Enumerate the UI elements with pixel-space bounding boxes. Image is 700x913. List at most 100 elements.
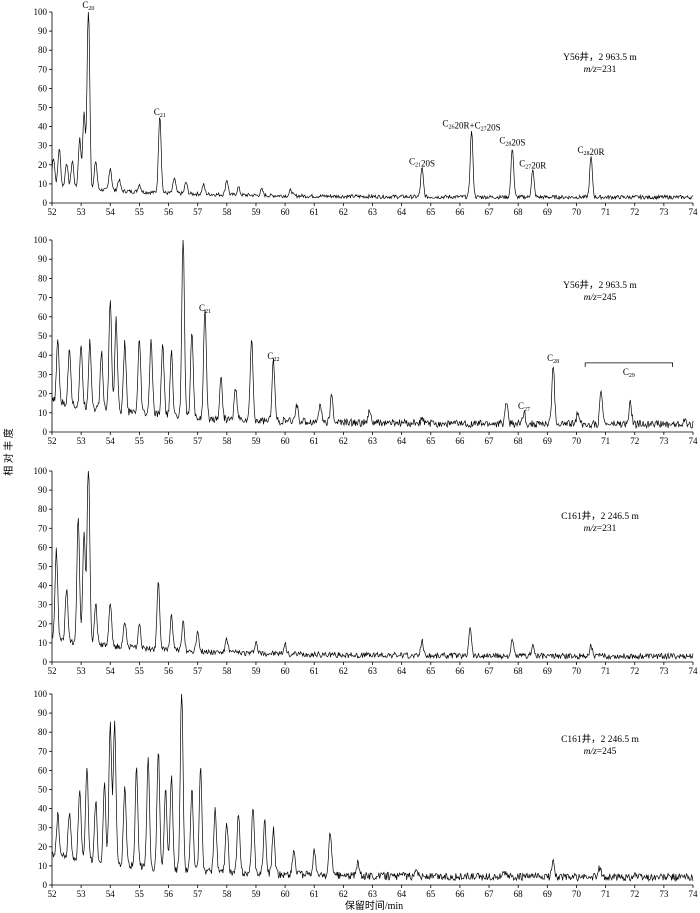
y-tick-label: 70 — [38, 746, 48, 756]
sample-info: C161井，2 246.5 m — [561, 510, 639, 522]
x-tick-label: 72 — [630, 666, 639, 676]
y-tick-label: 10 — [38, 861, 48, 871]
x-tick-label: 67 — [485, 436, 495, 446]
y-tick-label: 50 — [38, 331, 48, 341]
y-tick-label: 10 — [38, 179, 48, 189]
y-tick-label: 30 — [38, 823, 48, 833]
x-tick-label: 71 — [601, 666, 610, 676]
y-tick-label: 80 — [38, 273, 48, 283]
x-tick-label: 55 — [135, 436, 145, 446]
peak-label-0-3: C2620R+C2720S — [442, 118, 500, 132]
y-tick-label: 50 — [38, 785, 48, 795]
x-tick-label: 60 — [281, 889, 291, 899]
x-tick-label: 63 — [368, 889, 378, 899]
y-tick-label: 30 — [38, 369, 48, 379]
x-tick-label: 52 — [48, 889, 57, 899]
x-tick-label: 63 — [368, 436, 378, 446]
mz-info: m/z=245 — [584, 293, 617, 303]
x-tick-label: 68 — [514, 436, 524, 446]
x-tick-label: 60 — [281, 207, 291, 217]
x-tick-label: 69 — [543, 436, 553, 446]
x-tick-label: 61 — [310, 666, 319, 676]
x-tick-label: 61 — [310, 436, 319, 446]
x-tick-label: 58 — [222, 207, 232, 217]
x-tick-label: 73 — [659, 207, 669, 217]
c29-bracket — [584, 362, 674, 367]
x-tick-label: 62 — [339, 666, 348, 676]
x-tick-label: 70 — [572, 889, 582, 899]
chart-panel-1: 0 10 20 30 40 50 60 70 80 90 100 52 53 54 55 56 57 58 59 60… — [34, 0, 699, 217]
x-tick-label: 66 — [455, 889, 465, 899]
x-tick-label: 72 — [630, 207, 639, 217]
peak-label-0-5: C2720R — [519, 159, 546, 171]
x-tick-label: 53 — [77, 207, 87, 217]
x-tick-label: 69 — [543, 889, 553, 899]
sample-info: Y56井，2 963.5 m — [563, 279, 637, 291]
x-tick-label: 74 — [689, 889, 699, 899]
y-tick-label: 0 — [43, 880, 48, 890]
x-tick-label: 59 — [251, 666, 261, 676]
y-tick-label: 40 — [38, 122, 48, 132]
x-tick-label: 60 — [281, 666, 291, 676]
sample-info: Y56井，2 963.5 m — [563, 51, 637, 63]
x-tick-label: 62 — [339, 207, 348, 217]
y-tick-label: 30 — [38, 141, 48, 151]
y-tick-label: 60 — [38, 83, 48, 93]
y-tick-label: 80 — [38, 504, 48, 514]
x-tick-label: 59 — [251, 436, 261, 446]
x-tick-label: 70 — [572, 207, 582, 217]
x-tick-label: 65 — [426, 436, 436, 446]
x-tick-label: 66 — [455, 207, 465, 217]
x-tick-label: 57 — [193, 436, 203, 446]
y-tick-label: 90 — [38, 485, 48, 495]
x-tick-label: 73 — [659, 666, 669, 676]
chart-panel-4: 0 10 20 30 40 50 60 70 80 90 100 52 53 54 55 56 57 58 59 60… — [34, 689, 699, 899]
x-axis-title: 保留时间/min — [345, 899, 403, 912]
x-tick-label: 53 — [77, 436, 87, 446]
x-tick-label: 71 — [601, 207, 610, 217]
x-tick-label: 74 — [689, 436, 699, 446]
x-tick-label: 69 — [543, 666, 553, 676]
peak-label-0-2: C2120S — [409, 157, 435, 169]
x-tick-label: 54 — [106, 436, 116, 446]
x-tick-label: 72 — [630, 889, 639, 899]
x-tick-label: 74 — [689, 207, 699, 217]
x-tick-label: 56 — [164, 207, 174, 217]
x-tick-label: 65 — [426, 207, 436, 217]
chart-panel-3: 0 10 20 30 40 50 60 70 80 90 100 52 53 54 55 56 57 58 59 60… — [34, 466, 699, 676]
y-tick-label: 0 — [43, 198, 48, 208]
y-tick-label: 100 — [34, 466, 48, 476]
y-tick-label: 90 — [38, 254, 48, 264]
x-tick-label: 60 — [281, 436, 291, 446]
y-tick-label: 80 — [38, 727, 48, 737]
y-tick-label: 50 — [38, 103, 48, 113]
x-tick-label: 63 — [368, 207, 378, 217]
y-tick-label: 100 — [34, 7, 48, 17]
x-tick-label: 52 — [48, 666, 57, 676]
x-tick-label: 61 — [310, 889, 319, 899]
y-tick-label: 40 — [38, 350, 48, 360]
x-tick-label: 52 — [48, 207, 57, 217]
x-tick-label: 55 — [135, 666, 145, 676]
x-tick-label: 66 — [455, 666, 465, 676]
y-tick-label: 0 — [43, 427, 48, 437]
x-tick-label: 68 — [514, 207, 524, 217]
y-tick-label: 40 — [38, 804, 48, 814]
peak-label-1-3: C28 — [547, 353, 559, 365]
x-tick-label: 68 — [514, 889, 524, 899]
x-tick-label: 56 — [164, 666, 174, 676]
y-tick-label: 20 — [38, 160, 48, 170]
peak-label-1-0: C21 — [199, 303, 211, 315]
chromatogram-trace — [51, 470, 694, 661]
y-tick-label: 20 — [38, 389, 48, 399]
sample-info: C161井，2 246.5 m — [561, 733, 639, 745]
x-tick-label: 59 — [251, 889, 261, 899]
x-tick-label: 58 — [222, 889, 232, 899]
x-tick-label: 64 — [397, 889, 407, 899]
x-tick-label: 70 — [572, 666, 582, 676]
y-tick-label: 0 — [43, 657, 48, 667]
y-tick-label: 70 — [38, 293, 48, 303]
x-tick-label: 54 — [106, 207, 116, 217]
y-tick-label: 20 — [38, 619, 48, 629]
